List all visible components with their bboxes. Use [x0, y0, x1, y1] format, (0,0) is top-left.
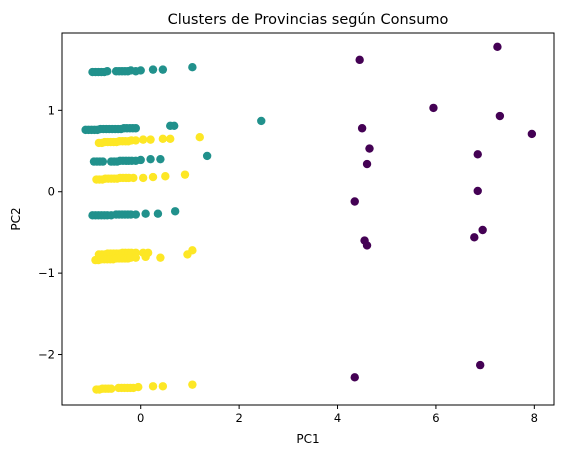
- data-point: [148, 382, 158, 391]
- y-tick-label: −1: [38, 266, 55, 280]
- data-point: [473, 150, 482, 159]
- data-point: [195, 132, 204, 142]
- x-tick-label: 0: [137, 411, 144, 425]
- x-tick-label: 8: [531, 411, 538, 425]
- y-axis-label: PC2: [9, 207, 23, 230]
- data-point: [362, 241, 372, 250]
- data-point: [129, 173, 138, 183]
- data-point: [470, 233, 479, 242]
- data-point: [156, 253, 165, 262]
- data-point: [138, 173, 148, 183]
- x-axis-label: PC1: [296, 432, 319, 446]
- plot-frame: [61, 32, 555, 406]
- data-point: [527, 129, 537, 139]
- data-point: [362, 159, 372, 169]
- data-point: [350, 197, 359, 206]
- data-point: [146, 154, 155, 164]
- data-point: [202, 151, 212, 161]
- data-point: [493, 42, 502, 52]
- data-point: [180, 170, 190, 179]
- data-point: [473, 186, 482, 196]
- data-point: [158, 65, 168, 74]
- data-point: [131, 124, 140, 133]
- data-point: [161, 172, 170, 181]
- data-point: [148, 65, 158, 74]
- data-point: [138, 135, 148, 144]
- data-point: [131, 136, 140, 145]
- y-tick-label: 1: [48, 103, 55, 117]
- data-point: [350, 373, 359, 382]
- data-point: [107, 384, 116, 393]
- data-point: [103, 67, 112, 76]
- data-point: [169, 121, 179, 130]
- data-point: [148, 172, 158, 182]
- data-point: [495, 111, 505, 121]
- data-markers: [81, 42, 537, 394]
- data-point: [136, 155, 145, 165]
- data-point: [170, 207, 180, 216]
- data-point: [131, 253, 140, 262]
- data-point: [476, 360, 485, 370]
- data-point: [131, 210, 140, 219]
- data-point: [257, 116, 266, 126]
- data-point: [141, 209, 150, 218]
- data-point: [166, 134, 175, 144]
- data-point: [158, 382, 168, 391]
- data-point: [188, 380, 197, 389]
- data-point: [98, 157, 108, 166]
- x-tick-label: 4: [334, 411, 341, 425]
- data-point: [365, 144, 374, 153]
- x-tick-label: 6: [432, 411, 439, 425]
- data-point: [141, 252, 150, 262]
- y-tick-label: −2: [38, 348, 55, 362]
- data-point: [188, 62, 197, 72]
- data-point: [146, 135, 155, 144]
- y-tick-label: 0: [48, 185, 55, 199]
- data-point: [156, 154, 165, 164]
- data-point: [153, 209, 163, 218]
- data-point: [188, 246, 197, 255]
- data-point: [357, 124, 367, 133]
- data-point: [136, 66, 145, 75]
- chart-title: Clusters de Provincias según Consumo: [168, 12, 449, 28]
- data-point: [158, 134, 168, 144]
- x-tick-label: 2: [235, 411, 242, 425]
- data-point: [429, 103, 438, 113]
- data-point: [134, 382, 143, 392]
- data-point: [478, 225, 487, 235]
- axes: 0 2 4 6 8 −2 −1 0 1: [38, 32, 555, 425]
- data-point: [355, 55, 364, 65]
